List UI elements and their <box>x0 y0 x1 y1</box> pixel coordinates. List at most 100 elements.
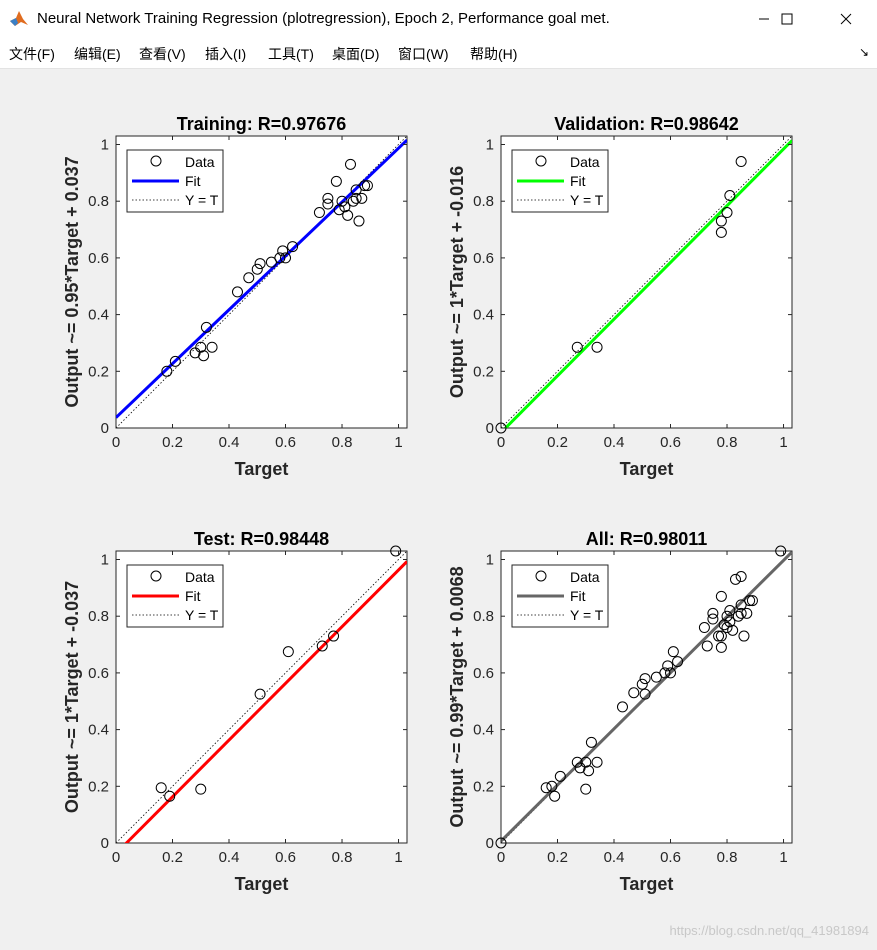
data-point <box>333 204 345 216</box>
legend-marker-data <box>535 155 547 167</box>
menu-help[interactable]: 帮助(H) <box>470 46 518 62</box>
x-tick-label: 0 <box>497 434 505 451</box>
y-tick-label: 0.8 <box>88 193 109 210</box>
y-tick-label: 1 <box>486 552 494 569</box>
y-tick-label: 0 <box>101 835 109 852</box>
menu-file[interactable]: 文件(F) <box>9 46 55 62</box>
menu-tools[interactable]: 工具(T) <box>268 46 314 62</box>
x-tick-label: 0 <box>497 849 505 866</box>
data-point <box>583 765 595 777</box>
data-point <box>701 640 713 652</box>
x-tick-label: 0.8 <box>332 434 353 451</box>
regression-plots: 0 0.2 0.4 0.6 0.8 1 0 0.2 0.4 0.6 0.8 1 Training: R=… <box>62 114 793 894</box>
data-point <box>667 646 679 658</box>
data-point <box>571 756 583 768</box>
x-tick-label: 0.6 <box>660 434 681 451</box>
y-tick-label: 0.2 <box>88 363 109 380</box>
data-point <box>659 667 671 679</box>
legend-entry: Data <box>185 154 215 170</box>
data-point <box>353 215 365 227</box>
x-tick-label: 0.6 <box>660 849 681 866</box>
data-point <box>724 190 736 202</box>
data-point <box>195 783 207 795</box>
x-axis-label: Target <box>235 874 289 894</box>
data-point <box>636 678 648 690</box>
x-tick-label: 0.8 <box>717 434 738 451</box>
menu-desktop[interactable]: 桌面(D) <box>332 46 380 62</box>
data-point <box>155 782 167 794</box>
menu-view[interactable]: 查看(V) <box>139 46 186 62</box>
y-axis-label: Output ~= 1*Target + -0.016 <box>447 166 467 398</box>
data-point <box>322 198 334 210</box>
matlab-logo-icon <box>10 11 28 26</box>
chart-title: All: R=0.98011 <box>586 529 708 549</box>
legend-entry: Data <box>185 569 215 585</box>
x-tick-label: 0.4 <box>604 849 625 866</box>
identity-line <box>501 136 792 428</box>
data-point <box>316 640 328 652</box>
x-tick-label: 0.8 <box>332 849 353 866</box>
data-point <box>591 341 603 353</box>
data-point <box>738 630 750 642</box>
data-point <box>662 660 674 672</box>
legend-entry: Fit <box>570 173 586 189</box>
data-point <box>280 252 292 264</box>
data-point <box>540 782 552 794</box>
y-tick-label: 1 <box>101 552 109 569</box>
data-point <box>729 573 741 585</box>
menu-overflow-icon[interactable]: ↘ <box>858 45 869 59</box>
y-tick-label: 0.6 <box>473 250 494 267</box>
minimize-button[interactable] <box>741 0 787 38</box>
legend-entry: Y = T <box>185 192 219 208</box>
legend-marker-data <box>535 570 547 582</box>
x-tick-label: 0.2 <box>547 434 568 451</box>
data-point <box>639 673 651 685</box>
menu-window[interactable]: 窗口(W) <box>398 46 449 62</box>
data-point <box>546 780 558 792</box>
y-tick-label: 1 <box>486 137 494 154</box>
x-tick-label: 1 <box>394 434 402 451</box>
x-axis-label: Target <box>620 459 674 479</box>
data-point <box>359 180 371 192</box>
maximize-button[interactable] <box>764 0 810 38</box>
fit-line <box>124 560 407 843</box>
x-axis-label: Target <box>235 459 289 479</box>
data-point <box>231 286 243 298</box>
fit-line <box>116 139 407 419</box>
data-point <box>347 195 359 207</box>
y-tick-label: 0.8 <box>473 608 494 625</box>
fit-line <box>503 139 792 428</box>
y-tick-label: 0.4 <box>473 307 494 324</box>
minimize-icon <box>759 18 769 20</box>
data-point <box>161 365 173 377</box>
data-point <box>746 595 758 607</box>
data-point <box>554 770 566 782</box>
chart-title: Validation: R=0.98642 <box>554 114 739 134</box>
x-tick-label: 0.4 <box>219 849 240 866</box>
data-point <box>585 736 597 748</box>
x-tick-label: 0.6 <box>275 434 296 451</box>
x-tick-label: 0.6 <box>275 849 296 866</box>
y-tick-label: 1 <box>101 137 109 154</box>
menu-edit[interactable]: 编辑(E) <box>74 46 121 62</box>
data-point <box>775 545 787 557</box>
data-point <box>198 350 210 362</box>
data-point <box>591 756 603 768</box>
data-point <box>243 272 255 284</box>
window-title: Neural Network Training Regression (plot… <box>37 10 610 27</box>
data-point <box>336 195 348 207</box>
data-point <box>580 756 592 768</box>
x-tick-label: 0.4 <box>219 434 240 451</box>
close-button[interactable] <box>823 0 869 38</box>
x-tick-label: 0.8 <box>717 849 738 866</box>
y-tick-label: 0 <box>486 835 494 852</box>
watermark: https://blog.csdn.net/qq_41981894 <box>669 923 870 938</box>
data-point <box>322 192 334 204</box>
chart-title: Training: R=0.97676 <box>177 114 347 134</box>
data-point <box>639 688 651 700</box>
x-tick-label: 0 <box>112 849 120 866</box>
legend: Data Fit Y = T <box>511 564 609 628</box>
data-point <box>735 571 747 583</box>
menu-insert[interactable]: 插入(I) <box>205 46 247 62</box>
y-tick-label: 0.2 <box>473 363 494 380</box>
